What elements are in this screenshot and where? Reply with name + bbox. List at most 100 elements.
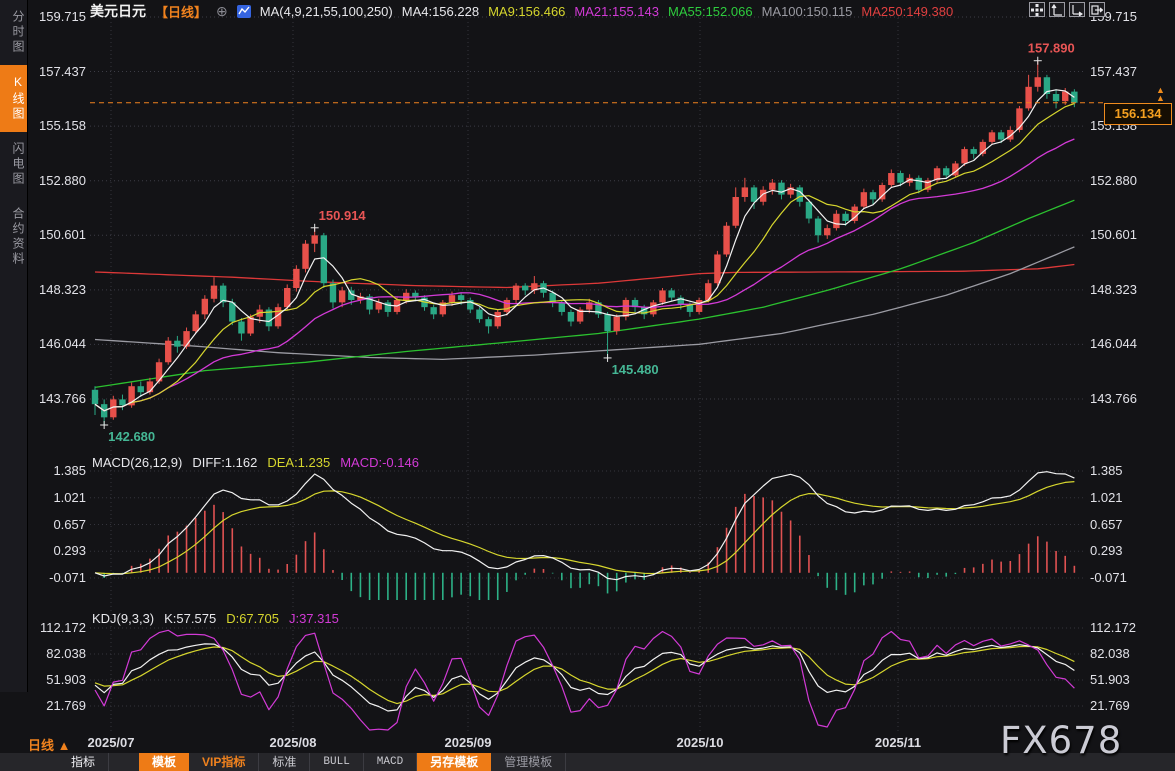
candle-body xyxy=(329,283,337,303)
candle-body xyxy=(558,302,566,312)
tab-standard[interactable]: 标准 xyxy=(259,753,311,771)
candle-body xyxy=(943,168,950,176)
sidebar: 分时图 K线图 闪电图 合约资料 xyxy=(0,0,28,692)
candle-body xyxy=(860,192,868,207)
candle-body xyxy=(1034,77,1041,87)
sidebar-item-contract-info[interactable]: 合约资料 xyxy=(11,207,25,267)
ma4-line xyxy=(94,89,1075,412)
kdj-d-line xyxy=(94,645,1075,705)
candle-body xyxy=(833,213,840,229)
y-axis-tick: 159.715 xyxy=(39,9,86,24)
candle-body xyxy=(311,235,318,244)
tab-save-template[interactable]: 另存模板 xyxy=(417,753,492,771)
candle-body xyxy=(677,297,684,305)
candle-body xyxy=(769,182,776,190)
candle-body xyxy=(970,149,977,154)
tab-indicators[interactable]: 指标 xyxy=(58,753,110,771)
price-annotation: 150.914 xyxy=(319,208,367,223)
kdj-k-value: K:57.575 xyxy=(164,611,217,626)
y-axis-tick: 51.903 xyxy=(46,672,86,687)
price-annotation: 145.480 xyxy=(612,362,659,377)
y-axis-tick: 21.769 xyxy=(1090,697,1130,713)
candle-body xyxy=(467,299,474,310)
candle-body xyxy=(576,309,584,322)
candle-body xyxy=(320,235,328,284)
ma4-value: MA4:156.228 xyxy=(401,3,480,19)
period-selector[interactable]: 日线 ▲ xyxy=(28,738,71,753)
sidebar-item-time-chart[interactable]: 分时图 xyxy=(11,10,25,55)
candle-body xyxy=(787,187,794,195)
candle-body xyxy=(210,285,218,299)
y-axis-tick: 0.293 xyxy=(1090,543,1123,559)
candle-body xyxy=(824,228,831,236)
y-axis-tick: -0.071 xyxy=(49,570,86,585)
y-axis-tick: 82.038 xyxy=(1090,645,1130,661)
y-axis-tick: 1.021 xyxy=(1090,489,1123,505)
x-axis-tick: 2025/09 xyxy=(444,735,492,750)
kdj-k-line xyxy=(94,643,1075,712)
candle-body xyxy=(650,302,657,315)
sidebar-item-lightning-chart[interactable]: 闪电图 xyxy=(11,142,25,187)
macd-diff-value: DIFF:1.162 xyxy=(192,455,258,470)
candle-body xyxy=(1043,77,1051,95)
tab-manage-templates[interactable]: 管理模板 xyxy=(491,753,567,771)
ma21-line xyxy=(94,138,1075,412)
candle-body xyxy=(961,149,968,164)
candle-body xyxy=(192,314,199,332)
ma55-value: MA55:152.066 xyxy=(668,3,753,19)
x-axis-tick: 2025/11 xyxy=(874,735,922,750)
y-axis-tick: 1.021 xyxy=(53,489,86,505)
y-axis-tick: 148.323 xyxy=(1090,281,1137,297)
candle-body xyxy=(604,314,611,332)
candle-body xyxy=(888,173,895,186)
add-indicator-icon[interactable]: ⊕ xyxy=(216,2,228,19)
sidebar-item-kline-chart[interactable]: K线图 xyxy=(0,65,27,132)
candle-body xyxy=(1016,108,1023,130)
candle-body xyxy=(613,316,620,332)
candle-body xyxy=(842,213,849,221)
candle-body xyxy=(412,292,419,298)
y-axis-tick: 150.601 xyxy=(39,227,86,243)
current-price-tag: 156.134 xyxy=(1104,103,1172,125)
y-axis-tick: 51.903 xyxy=(1090,672,1130,687)
tab-bull[interactable]: BULL xyxy=(310,753,364,771)
watermark: FX678 xyxy=(1000,719,1123,762)
candle-body xyxy=(302,243,309,269)
candle-body xyxy=(110,399,117,418)
scale-x-axis-icon[interactable] xyxy=(1069,2,1085,17)
y-axis-tick: 1.385 xyxy=(53,463,86,478)
y-axis-tick: 157.437 xyxy=(1090,63,1137,79)
candle-body xyxy=(668,290,675,298)
ma250-line xyxy=(94,263,1075,289)
candle-body xyxy=(622,299,630,317)
candle-body xyxy=(851,206,858,221)
kdj-title: KDJ(9,3,3) xyxy=(92,611,155,626)
scale-y-axis-icon[interactable] xyxy=(1049,2,1065,17)
candle-body xyxy=(229,302,236,322)
y-axis-tick: 155.158 xyxy=(39,118,86,134)
chart-header: 美元日元 【日线】 ⊕ MA(4,9,21,55,100,250) MA4:15… xyxy=(90,2,953,20)
candle-body xyxy=(924,180,932,190)
candle-body xyxy=(503,299,511,312)
tab-macd[interactable]: MACD xyxy=(364,753,418,771)
tab-vip-indicators[interactable]: VIP指标 xyxy=(189,753,260,771)
candle-body xyxy=(357,296,364,300)
price-annotation: 142.680 xyxy=(108,429,155,444)
y-axis-tick: 146.044 xyxy=(1090,336,1137,352)
y-axis-tick: 0.657 xyxy=(1090,516,1123,532)
candle-body xyxy=(1052,94,1060,102)
candle-body xyxy=(238,321,245,334)
tab-templates[interactable]: 模板 xyxy=(139,753,190,771)
candle-body xyxy=(778,182,785,195)
candle-body xyxy=(1007,129,1014,140)
ma-settings-label: MA(4,9,21,55,100,250) xyxy=(259,3,393,19)
expand-right-icon[interactable] xyxy=(1089,2,1105,17)
candle-body xyxy=(805,201,813,219)
candle-body xyxy=(457,295,465,300)
move-chart-icon[interactable] xyxy=(1029,2,1045,17)
candle-body xyxy=(366,296,373,310)
y-axis-tick: 0.657 xyxy=(53,516,86,532)
kdj-panel-header: KDJ(9,3,3) K:57.575 D:67.705 J:37.315 xyxy=(92,611,339,626)
candle-body xyxy=(741,187,749,197)
